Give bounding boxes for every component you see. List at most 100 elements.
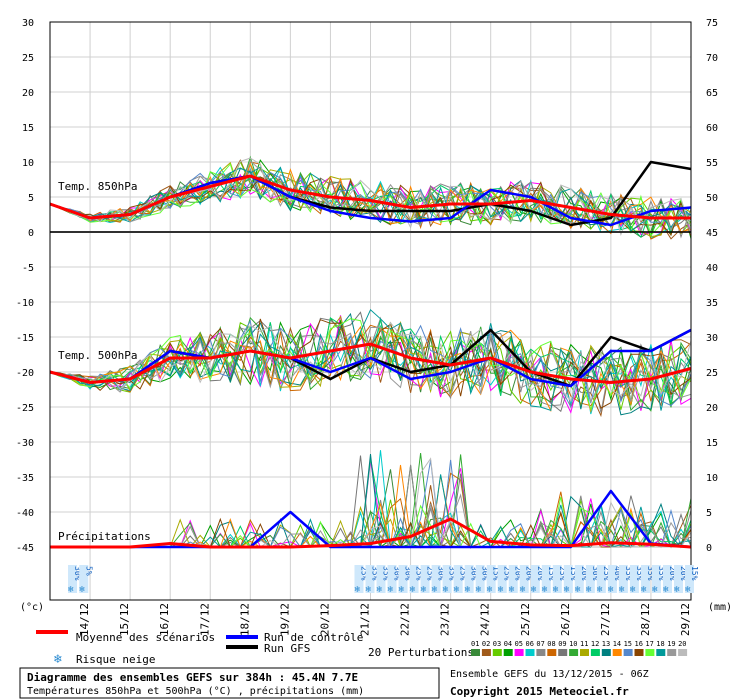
snow-risk-cell <box>387 565 397 593</box>
perturbation-swatch <box>580 649 589 656</box>
snow-risk-cell <box>662 565 672 593</box>
perturbation-number: 02 <box>482 640 490 648</box>
legend-control-label: Run de contrôle <box>264 631 363 644</box>
series-850-moyenne-des-sc-narios <box>49 174 691 220</box>
perturbation-500-line <box>49 321 692 403</box>
snow-risk-snowflake-icon: ❄ <box>476 585 482 595</box>
y-right-tick-label: 15 <box>706 438 718 449</box>
snow-risk-cell <box>651 565 661 593</box>
y-right-tick-label: 55 <box>706 158 718 169</box>
snow-risk-snowflake-icon: ❄ <box>388 585 394 595</box>
snow-risk-snowflake-icon: ❄ <box>68 585 74 595</box>
footer-copyright: Copyright 2015 Meteociel.fr <box>450 685 629 698</box>
perturbation-number: 07 <box>536 640 544 648</box>
y-right-tick-label: 45 <box>706 228 718 239</box>
y-right-tick-label: 25 <box>706 368 718 379</box>
perturbation-850-line <box>49 163 692 237</box>
snow-risk-cell <box>68 565 78 593</box>
perturbation-swatch <box>514 649 524 656</box>
x-date-label: 29/12 <box>679 603 692 636</box>
snow-risk-snowflake-icon: ❄ <box>377 585 383 595</box>
snow-risk-snowflake-icon: ❄ <box>685 585 691 595</box>
perturbation-number: 03 <box>493 640 501 648</box>
x-date-label: 19/12 <box>278 603 291 636</box>
perturbation-swatch <box>525 649 535 656</box>
perturbation-swatch <box>547 649 557 656</box>
snow-risk-snowflake-icon: ❄ <box>520 585 526 595</box>
perturbation-850-line <box>49 157 692 236</box>
snow-risk-label: 30% <box>470 566 479 581</box>
perturbation-number: 01 <box>471 640 479 648</box>
perturbation-swatch <box>667 649 677 656</box>
perturbation-swatch <box>601 649 611 656</box>
y-right-unit: (mm) <box>708 602 732 613</box>
perturbation-legend-swatches: 01 02 03 04 05 06 07 08 09 10 11 12 13 14 15 16 17 18 19 20 <box>471 640 688 656</box>
perturbation-number: 11 <box>580 640 588 648</box>
y-left-tick-label: -20 <box>16 368 34 379</box>
legend-perturbations-label: 20 Perturbations <box>368 646 474 659</box>
x-date-label: 20/12 <box>318 603 331 636</box>
snow-risk-cell <box>618 565 628 593</box>
perturbation-swatch <box>503 649 513 656</box>
y-left-tick-label: -35 <box>16 473 34 484</box>
perturbation-number: 17 <box>645 640 653 648</box>
snow-risk-snowflake-icon: ❄ <box>630 585 636 595</box>
y-right-tick-label: 50 <box>706 193 718 204</box>
snow-risk-snowflake-icon: ❄ <box>454 585 460 595</box>
y-right-tick-label: 70 <box>706 53 718 64</box>
perturbation-swatch <box>492 649 502 656</box>
snow-risk-snowflake-icon: ❄ <box>564 585 570 595</box>
y-left-tick-label: 0 <box>28 228 34 239</box>
footer-box <box>19 667 440 699</box>
snowflake-icon: ❄ <box>53 652 62 667</box>
perturbation-850-line <box>49 160 692 235</box>
snow-risk-cell <box>563 565 573 593</box>
snow-risk-label: 20% <box>525 566 534 581</box>
x-date-label: 22/12 <box>399 603 412 636</box>
snow-risk-cell <box>629 565 639 593</box>
axes: 302520151050-5-10-15-20-25-30-35-40-4575… <box>16 18 718 636</box>
x-date-label: 24/12 <box>479 603 492 636</box>
snow-risk-label: 35% <box>635 566 644 581</box>
y-left-tick-label: 30 <box>22 18 34 29</box>
snow-risk-snowflake-icon: ❄ <box>586 585 592 595</box>
snow-risk-label: 35% <box>448 566 457 581</box>
perturbation-number: 09 <box>558 640 566 648</box>
y-right-tick-label: 5 <box>706 508 712 519</box>
snow-risk-cell <box>354 565 364 593</box>
perturbation-number: 12 <box>591 640 599 648</box>
perturbation-number: 20 <box>678 640 686 648</box>
x-date-label: 17/12 <box>198 603 211 636</box>
y-left-unit: (°c) <box>20 602 44 613</box>
snow-risk-cell <box>519 565 529 593</box>
footer-title: Diagramme des ensembles GEFS sur 384h : … <box>27 671 358 684</box>
snow-risk-label: 25% <box>503 566 512 581</box>
snow-risk-snowflake-icon: ❄ <box>487 585 493 595</box>
snow-risk-label: 15% <box>547 566 556 581</box>
snow-risk-label: 30% <box>437 566 446 581</box>
snow-risk-label: 15% <box>569 566 578 581</box>
snow-risk-label: 30% <box>481 566 490 581</box>
snow-risk-cell <box>464 565 474 593</box>
snow-risk-cell <box>684 565 694 593</box>
perturbation-swatch <box>481 649 491 656</box>
x-date-label: 27/12 <box>599 603 612 636</box>
legend-mean-label: Moyenne des scénarios <box>76 631 215 644</box>
snow-risk-snowflake-icon: ❄ <box>465 585 471 595</box>
perturbation-number: 16 <box>635 640 643 648</box>
snow-risk-label: 25% <box>602 566 611 581</box>
snow-risk-label: 25% <box>359 566 368 581</box>
snow-risk-cell <box>398 565 408 593</box>
x-date-label: 18/12 <box>238 603 251 636</box>
snow-risk-snowflake-icon: ❄ <box>410 585 416 595</box>
perturbation-number: 10 <box>569 640 577 648</box>
y-left-tick-label: -40 <box>16 508 34 519</box>
snow-risk-snowflake-icon: ❄ <box>354 585 360 595</box>
y-left-tick-label: -10 <box>16 298 34 309</box>
perturbation-number: 05 <box>515 640 523 648</box>
footer-subtitle: Températures 850hPa et 500hPa (°C) , pré… <box>27 685 364 697</box>
snow-risk-label: 20% <box>580 566 589 581</box>
y-left-tick-label: 5 <box>28 193 34 204</box>
snow-risk-snowflake-icon: ❄ <box>641 585 647 595</box>
perturbation-swatch <box>656 649 666 656</box>
